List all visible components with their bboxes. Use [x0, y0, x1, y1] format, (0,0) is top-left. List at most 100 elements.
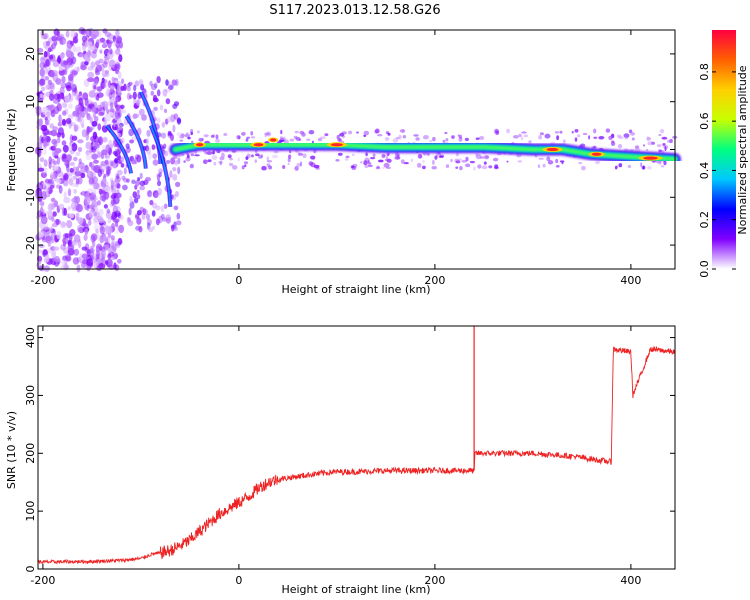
heatmap-cell: [61, 207, 66, 217]
heatmap-cell: [241, 132, 246, 136]
heatmap-cell: [163, 108, 168, 113]
heatmap-cell: [98, 188, 103, 195]
heatmap-cell: [593, 128, 597, 134]
heatmap-cell: [137, 80, 144, 86]
heatmap-cell: [146, 218, 152, 226]
heatmap-cell: [617, 144, 623, 149]
heatmap-cell: [108, 166, 112, 171]
heatmap-cell: [186, 154, 190, 159]
heatmap-cell: [152, 225, 156, 230]
heatmap-cell: [266, 160, 273, 163]
heatmap-cell: [658, 134, 662, 136]
heatmap-cell: [111, 199, 116, 207]
heatmap-cell: [172, 167, 177, 172]
heatmap-cell: [115, 95, 122, 103]
heatmap-cell: [539, 132, 545, 136]
heatmap-cell: [63, 60, 69, 66]
heatmap-cell: [166, 116, 173, 123]
heatmap-cell: [588, 135, 591, 140]
colorbar: 0.0 0.2 0.4 0.6 0.8 Normalized spectral ampl…: [698, 30, 749, 278]
heatmap-cell: [287, 162, 290, 166]
heatmap-cell: [56, 156, 61, 165]
heatmap-cell: [106, 225, 113, 234]
heatmap-cell: [102, 28, 108, 34]
heatmap-cell: [132, 91, 137, 100]
heatmap-cell: [65, 30, 70, 38]
heatmap-cell: [43, 141, 48, 148]
heatmap-cell: [111, 160, 116, 166]
heatmap-cell: [110, 241, 115, 249]
heatmap-cell: [155, 218, 160, 226]
heatmap-cell: [77, 217, 84, 225]
heatmap-cell: [52, 202, 56, 208]
heatmap-cell: [241, 165, 245, 170]
heatmap-cell: [76, 107, 82, 115]
heatmap-cell: [177, 166, 181, 175]
heatmap-cell: [44, 58, 52, 67]
heatmap-cell: [96, 92, 104, 98]
heatmap-cell: [139, 180, 146, 187]
heatmap-cell: [121, 109, 127, 114]
heatmap-cell: [250, 154, 254, 158]
heatmap-cell: [54, 256, 60, 263]
heatmap-cell: [110, 180, 115, 189]
heatmap-cell: [115, 192, 122, 199]
heatmap-cell: [175, 78, 179, 87]
heatmap-cell: [91, 153, 98, 160]
heatmap-cell: [110, 193, 114, 199]
heatmap-cell: [296, 163, 302, 167]
heatmap-cell: [91, 120, 98, 127]
heatmap-cell: [264, 132, 267, 138]
transition-arc: [140, 91, 162, 164]
heatmap-cell: [294, 166, 299, 171]
heatmap-cell: [100, 248, 107, 258]
heatmap-cell: [645, 148, 649, 151]
heatmap-cell: [148, 227, 154, 233]
heatmap-cell: [647, 166, 652, 170]
heatmap-cell: [63, 207, 67, 216]
heatmap-cell: [546, 156, 551, 162]
heatmap-cell: [123, 167, 127, 175]
heatmap-cell: [294, 130, 299, 134]
heatmap-cell: [211, 151, 215, 155]
heatmap-cell: [99, 235, 104, 244]
heatmap-cell: [93, 224, 100, 231]
heatmap-cell: [62, 144, 69, 153]
heatmap-cell: [96, 104, 103, 112]
ridge-hotspot: [330, 143, 343, 147]
heatmap-cell: [69, 40, 74, 47]
heatmap-cell: [86, 258, 94, 267]
heatmap-cell: [364, 164, 369, 168]
heatmap-cell: [172, 124, 176, 133]
heatmap-cell: [150, 83, 157, 91]
heatmap-cell: [160, 205, 165, 212]
y-tick-label: 400: [24, 327, 37, 348]
heatmap-cell: [86, 113, 91, 121]
heatmap-cell: [75, 166, 80, 173]
heatmap-cell: [455, 152, 459, 157]
heatmap-cell: [261, 165, 267, 171]
heatmap-cell: [51, 249, 57, 259]
heatmap-cell: [628, 129, 633, 134]
heatmap-cell: [45, 44, 51, 51]
heatmap-cell: [73, 175, 78, 180]
heatmap-cell: [542, 163, 546, 168]
heatmap-cell: [111, 188, 117, 194]
heatmap-cell: [219, 160, 222, 166]
heatmap-cell: [398, 134, 402, 140]
heatmap-cell: [296, 151, 300, 154]
heatmap-cell: [116, 132, 122, 138]
heatmap-cell: [246, 136, 251, 139]
heatmap-cell: [458, 158, 462, 161]
heatmap-cell: [370, 157, 376, 160]
heatmap-cell: [49, 174, 56, 180]
snr-line: [37, 345, 676, 565]
heatmap-cell: [60, 265, 68, 270]
heatmap-cell: [93, 159, 99, 164]
heatmap-cell: [100, 81, 106, 90]
heatmap-cell: [116, 169, 123, 176]
heatmap-cell: [106, 89, 110, 97]
heatmap-cell: [63, 61, 71, 70]
colorbar-gradient: [712, 30, 736, 269]
